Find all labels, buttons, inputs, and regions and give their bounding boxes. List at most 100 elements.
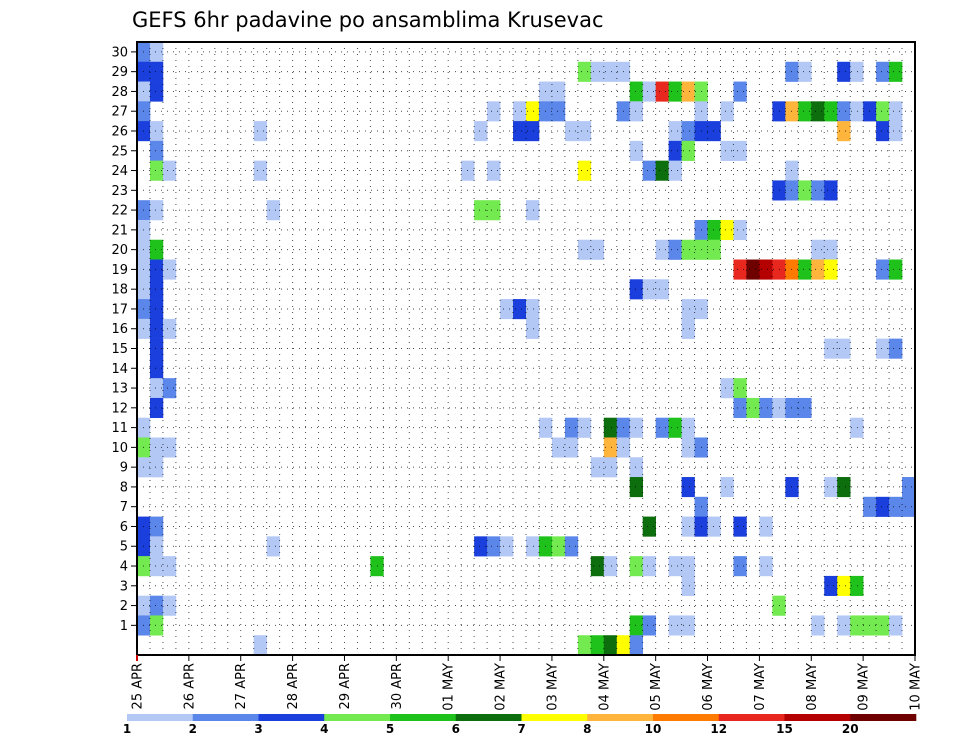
x-tick-label: 07 MAY xyxy=(753,663,768,711)
heatmap-cell xyxy=(824,101,838,122)
heatmap-cell xyxy=(551,437,566,458)
heatmap-cell xyxy=(487,536,501,557)
heatmap-cell xyxy=(876,259,890,280)
legend-swatch xyxy=(192,714,259,721)
y-tick-label: 20 xyxy=(111,243,128,258)
heatmap-cell xyxy=(668,81,682,102)
heatmap-cell xyxy=(149,200,164,221)
heatmap-cell xyxy=(811,101,825,122)
heatmap-cell xyxy=(526,318,540,339)
heatmap-cell xyxy=(850,615,864,636)
y-tick-label: 11 xyxy=(111,421,128,436)
y-tick-label: 10 xyxy=(111,441,128,456)
heatmap-cell xyxy=(707,121,721,142)
heatmap-cell xyxy=(798,259,812,280)
y-tick-label: 2 xyxy=(120,599,128,614)
heatmap-cell xyxy=(798,397,812,419)
heatmap-cell xyxy=(876,101,890,122)
heatmap-cell xyxy=(526,121,540,142)
x-tick-label: 09 MAY xyxy=(857,663,872,711)
y-tick-label: 19 xyxy=(111,263,128,278)
y-axis: 1234567891011121314151617181920212223242… xyxy=(111,45,137,634)
heatmap-cell xyxy=(681,417,695,438)
heatmap-cell xyxy=(149,536,164,557)
x-axis: 25 APR 26 APR 27 APR 28 APR 29 APR 30 APR 01 M… xyxy=(131,655,924,711)
heatmap-cell xyxy=(681,239,695,260)
heatmap-cell xyxy=(746,259,760,280)
heatmap-cell xyxy=(590,556,605,577)
heatmap-cell xyxy=(149,437,164,458)
heatmap-cell xyxy=(149,595,164,616)
heatmap-cell xyxy=(577,417,592,438)
x-tick-label: 02 MAY xyxy=(494,663,509,711)
heatmap-cell xyxy=(551,536,566,557)
legend-swatch xyxy=(127,714,194,721)
x-tick-label: 01 MAY xyxy=(442,663,457,711)
heatmap-cell xyxy=(577,160,592,181)
heatmap-cell xyxy=(681,121,695,142)
y-tick-label: 17 xyxy=(111,302,128,317)
heatmap-cell xyxy=(603,417,618,438)
legend-swatch xyxy=(587,714,654,721)
legend-label: 4 xyxy=(320,722,328,736)
y-tick-label: 16 xyxy=(111,322,128,337)
heatmap-cell xyxy=(889,338,903,359)
heatmap-cell xyxy=(564,121,579,142)
heatmap-cell xyxy=(266,200,280,221)
y-tick-label: 22 xyxy=(111,204,128,219)
legend-swatch xyxy=(455,714,522,721)
heatmap-cell xyxy=(655,417,669,438)
heatmap-cell xyxy=(590,457,605,478)
heatmap-cell xyxy=(149,397,164,419)
heatmap-cell xyxy=(149,378,164,399)
heatmap-cell xyxy=(837,477,851,498)
y-tick-label: 9 xyxy=(120,461,128,476)
heatmap-cell xyxy=(253,160,267,181)
y-tick-label: 13 xyxy=(111,382,128,397)
heatmap-cell xyxy=(603,556,618,577)
heatmap-cell xyxy=(655,160,669,181)
heatmap-cell xyxy=(655,239,669,260)
heatmap-cell xyxy=(590,635,605,656)
heatmap-cell xyxy=(629,615,643,636)
heatmap-cell xyxy=(889,121,903,142)
heatmap-cell xyxy=(577,121,592,142)
x-tick-label: 10 MAY xyxy=(909,663,924,711)
chart-title: GEFS 6hr padavine po ansamblima Krusevac xyxy=(132,8,604,32)
heatmap-cell xyxy=(603,437,618,458)
heatmap-cell xyxy=(811,180,825,201)
heatmap-cell xyxy=(603,61,618,82)
heatmap-cell xyxy=(253,635,267,656)
heatmap-cell xyxy=(681,437,695,458)
heatmap-cell xyxy=(668,160,682,181)
heatmap-cell xyxy=(162,378,177,399)
legend-swatch xyxy=(324,714,391,721)
y-tick-label: 28 xyxy=(111,85,128,100)
heatmap-cell xyxy=(149,81,164,102)
x-tick-label: 05 MAY xyxy=(649,663,664,711)
heatmap-cell xyxy=(149,556,164,577)
heatmap-cell xyxy=(733,556,747,577)
heatmap-cell xyxy=(513,299,527,320)
heatmap-cell xyxy=(889,496,903,517)
heatmap-cell xyxy=(668,615,682,636)
heatmap-cell xyxy=(798,61,812,82)
y-tick-label: 30 xyxy=(111,45,128,60)
heatmap-cell xyxy=(681,477,695,498)
x-tick-label: 28 APR xyxy=(286,663,301,709)
heatmap-cell xyxy=(720,219,734,241)
heatmap-cell xyxy=(681,516,695,537)
heatmap-cell xyxy=(720,101,734,122)
legend-label: 2 xyxy=(189,722,197,736)
heatmap-cell xyxy=(629,279,643,300)
heatmap-cell xyxy=(149,259,164,280)
legend-label: 12 xyxy=(710,722,727,736)
heatmap-cell xyxy=(759,516,773,537)
heatmap-cell xyxy=(681,318,695,339)
heatmap-cell xyxy=(876,496,890,517)
heatmap-cell xyxy=(668,140,682,161)
y-tick-label: 14 xyxy=(111,362,128,377)
heatmap-cell xyxy=(811,615,825,636)
heatmap-cell xyxy=(577,239,592,260)
heatmap-cell xyxy=(746,397,760,419)
